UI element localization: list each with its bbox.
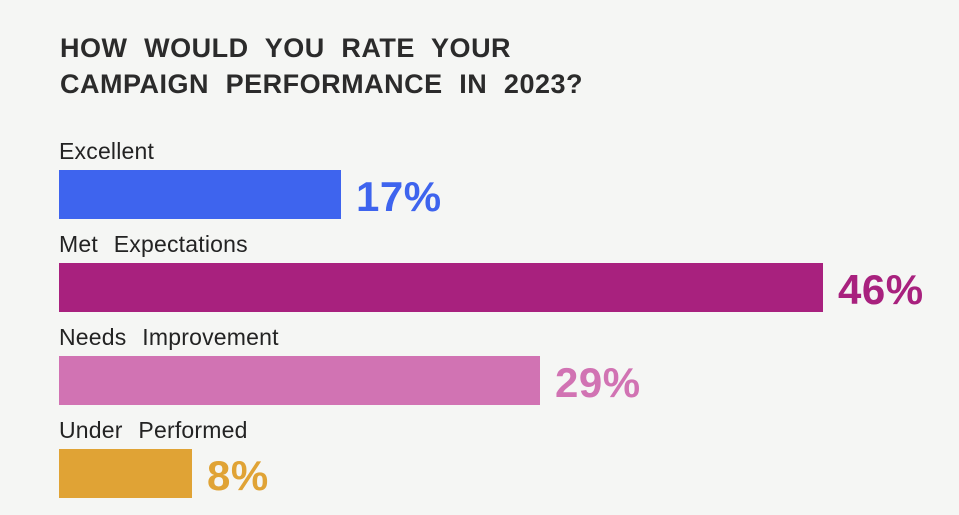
bar-line-under-performed: 8% — [59, 449, 959, 498]
label-needs-improvement: Needs Improvement — [59, 324, 279, 350]
label-excellent: Excellent — [59, 138, 155, 164]
bar-row-needs-improvement: Needs Improvement 29% — [59, 324, 959, 405]
chart-title-line-1: HOW WOULD YOU RATE YOUR — [60, 33, 512, 63]
bar-line-excellent: 17% — [59, 170, 959, 219]
chart-title: HOW WOULD YOU RATE YOUR CAMPAIGN PERFORMA… — [60, 30, 959, 102]
bar-met-expectations — [59, 263, 823, 312]
value-label-met-expectations: 46% — [838, 266, 924, 313]
bar-row-met-expectations: Met Expectations 46% — [59, 231, 959, 312]
label-met-expectations: Met Expectations — [59, 231, 248, 257]
label-under-performed: Under Performed — [59, 417, 248, 443]
bar-needs-improvement — [59, 356, 540, 405]
bar-row-excellent: Excellent 17% — [59, 138, 959, 219]
bar-line-met-expectations: 46% — [59, 263, 959, 312]
bar-row-under-performed: Under Performed 8% — [59, 417, 959, 498]
bar-chart: HOW WOULD YOU RATE YOUR CAMPAIGN PERFORMA… — [59, 30, 959, 498]
bar-line-needs-improvement: 29% — [59, 356, 959, 405]
bar-under-performed — [59, 449, 192, 498]
bar-excellent — [59, 170, 341, 219]
value-label-under-performed: 8% — [207, 452, 269, 499]
value-label-needs-improvement: 29% — [555, 359, 641, 406]
value-label-excellent: 17% — [356, 173, 442, 220]
chart-title-line-2: CAMPAIGN PERFORMANCE IN 2023? — [60, 69, 583, 99]
